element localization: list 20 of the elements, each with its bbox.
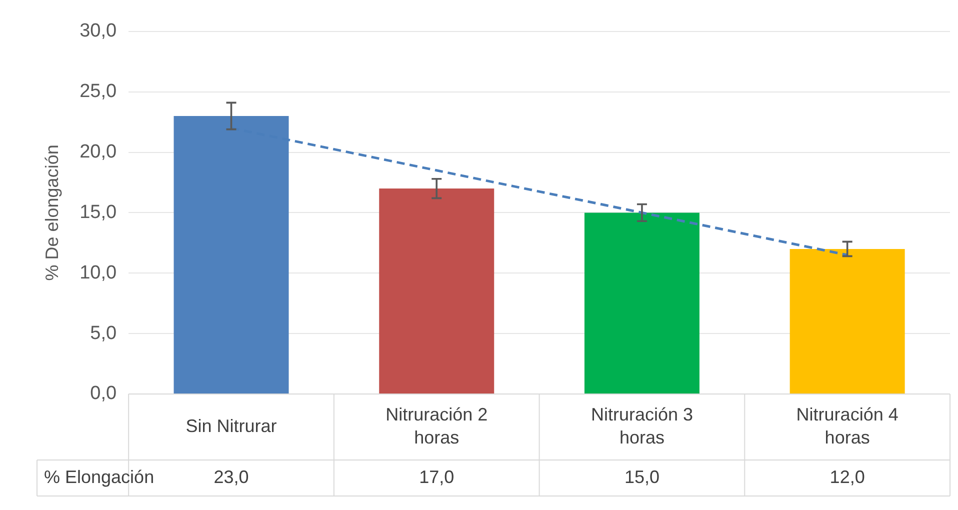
y-tick-label: 30,0	[80, 20, 117, 42]
bar	[379, 188, 494, 394]
data-label: 23,0	[214, 466, 249, 487]
y-tick-label: 0,0	[90, 383, 117, 404]
y-tick-label: 15,0	[80, 202, 117, 223]
bar	[790, 248, 905, 394]
x-tick-label: Nitruración 2 horas	[386, 404, 488, 448]
bar	[584, 212, 700, 394]
data-label: 17,0	[419, 466, 454, 487]
y-tick-label: 5,0	[90, 322, 117, 344]
y-axis-title: % De elongación	[42, 144, 62, 281]
data-label: 12,0	[830, 466, 865, 487]
x-tick-label: Sin Nitrurar	[186, 416, 277, 436]
y-tick-label: 10,0	[80, 262, 117, 284]
data-label: 15,0	[624, 466, 660, 487]
x-tick-label: Nitruración 3 horas	[590, 404, 693, 448]
x-tick-label: Nitruración 4 horas	[796, 404, 898, 448]
y-tick-label: 25,0	[80, 81, 117, 102]
y-tick-label: 20,0	[80, 142, 117, 162]
text: % Elongación	[44, 466, 154, 487]
